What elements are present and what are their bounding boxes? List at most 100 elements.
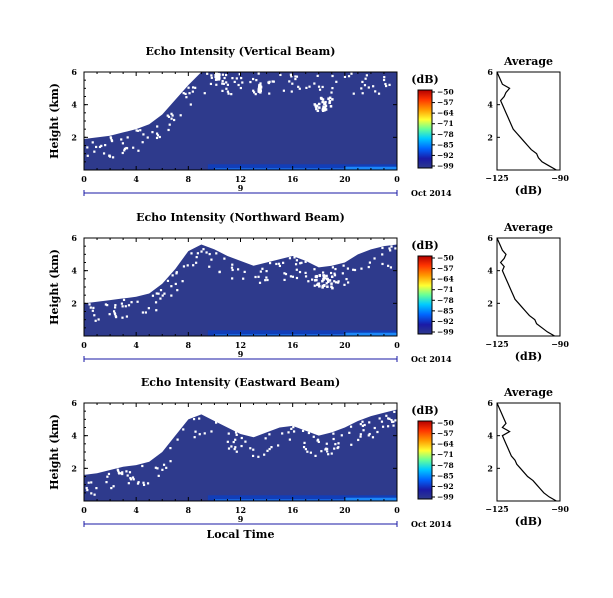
colorbar-tick-label: −50 — [437, 88, 454, 97]
noise-pixel — [305, 86, 308, 90]
noise-pixel — [187, 86, 190, 89]
noise-pixel — [332, 437, 335, 441]
x-tick-label: 0 — [81, 505, 87, 515]
noise-pixel — [126, 474, 129, 477]
noise-pixel — [257, 275, 260, 278]
gap-pixel — [326, 285, 329, 288]
noise-pixel — [230, 445, 233, 448]
noise-pixel — [372, 85, 375, 88]
x-axis-label: Local Time — [207, 528, 275, 541]
noise-pixel — [158, 135, 161, 139]
gap-pixel — [215, 73, 218, 77]
x-tick-label: 0 — [394, 174, 400, 184]
no-echo-region — [84, 238, 397, 304]
noise-pixel — [100, 144, 103, 147]
noise-pixel — [249, 80, 252, 84]
noise-pixel — [386, 425, 390, 428]
average-x-label: (dB) — [515, 184, 542, 197]
gap-pixel — [258, 89, 262, 93]
gap-pixel — [318, 106, 321, 109]
noise-pixel — [266, 278, 269, 282]
noise-pixel — [146, 136, 149, 139]
colorbar-tick-label: −57 — [437, 264, 454, 273]
noise-pixel — [306, 450, 309, 453]
noise-pixel — [235, 450, 238, 453]
gap-pixel — [321, 286, 324, 289]
noise-pixel — [221, 73, 225, 76]
noise-pixel — [142, 481, 145, 484]
gap-pixel — [323, 102, 326, 106]
noise-pixel — [95, 145, 98, 149]
noise-pixel — [159, 289, 163, 292]
noise-pixel — [304, 448, 307, 451]
noise-pixel — [385, 414, 388, 417]
noise-pixel — [230, 266, 234, 269]
noise-pixel — [340, 434, 343, 437]
noise-pixel — [121, 142, 124, 145]
noise-pixel — [181, 280, 184, 283]
noise-pixel — [132, 146, 135, 149]
noise-pixel — [237, 83, 240, 87]
noise-pixel — [114, 304, 117, 307]
noise-pixel — [268, 447, 271, 451]
gap-pixel — [321, 284, 325, 288]
colorbar-tick-label: −57 — [437, 429, 454, 438]
noise-pixel — [312, 435, 315, 438]
noise-pixel — [334, 267, 337, 271]
noise-pixel — [126, 136, 129, 139]
noise-pixel — [336, 281, 340, 284]
noise-pixel — [313, 82, 316, 85]
noise-pixel — [242, 277, 245, 280]
noise-pixel — [175, 272, 178, 275]
noise-pixel — [198, 433, 201, 436]
noise-pixel — [122, 298, 126, 301]
noise-pixel — [222, 82, 225, 85]
colorbar-tick-label: −85 — [437, 471, 454, 480]
noise-pixel — [381, 246, 384, 250]
noise-pixel — [161, 294, 164, 297]
noise-pixel — [258, 281, 262, 284]
average-frame — [496, 71, 561, 171]
average-line — [496, 237, 555, 337]
gap-pixel — [318, 285, 321, 288]
x-tick-label: 20 — [339, 340, 351, 350]
x-tick-label: 12 — [235, 505, 246, 515]
noise-pixel — [221, 82, 224, 85]
noise-pixel — [205, 251, 208, 254]
noise-pixel — [278, 264, 282, 268]
noise-pixel — [327, 453, 330, 456]
noise-pixel — [185, 96, 188, 99]
noise-pixel — [290, 75, 293, 78]
surface-band — [207, 330, 397, 336]
noise-pixel — [392, 420, 395, 423]
date-label: 9 — [238, 183, 244, 193]
noise-pixel — [239, 86, 242, 90]
noise-pixel — [343, 283, 346, 286]
gap-pixel — [214, 75, 218, 79]
noise-pixel — [264, 437, 267, 440]
noise-pixel — [210, 74, 213, 77]
noise-pixel — [359, 435, 362, 438]
gap-pixel — [327, 97, 330, 100]
noise-pixel — [334, 443, 337, 446]
noise-pixel — [384, 82, 387, 86]
noise-pixel — [124, 305, 127, 308]
colorbar-tick-label: −71 — [437, 450, 454, 459]
colorbar-tick-label: −92 — [437, 151, 454, 160]
panel-title: Echo Intensity (Northward Beam) — [136, 211, 345, 224]
noise-pixel — [294, 77, 297, 81]
noise-pixel — [361, 424, 365, 427]
noise-pixel — [144, 311, 147, 314]
noise-pixel — [334, 281, 338, 284]
noise-pixel — [294, 263, 298, 266]
noise-pixel — [210, 258, 213, 261]
average-x-tick-label: −125 — [485, 173, 508, 183]
noise-pixel — [129, 478, 133, 481]
colorbar-tick-label: −92 — [437, 482, 454, 491]
noise-pixel — [190, 252, 193, 255]
panel-title: Echo Intensity (Eastward Beam) — [141, 376, 340, 389]
noise-pixel — [266, 449, 269, 452]
noise-pixel — [345, 277, 348, 281]
noise-pixel — [105, 481, 108, 484]
average-profile: Average 6 4 2 −125 −90 (dB) — [485, 221, 569, 363]
